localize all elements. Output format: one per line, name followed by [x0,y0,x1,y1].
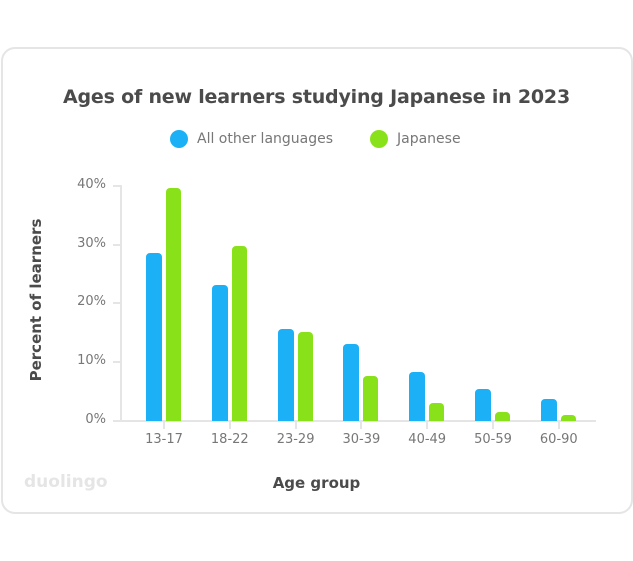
bar-other-languages-40-49 [409,371,426,421]
y-tick-mark [113,302,121,304]
y-tick-mark [113,185,121,187]
y-tick-label: 30% [77,236,106,251]
y-tick-mark [113,361,121,363]
bar-japanese-23-29 [297,332,313,421]
y-axis [120,185,122,422]
bar-other-languages-13-17 [146,252,162,421]
bar-japanese-50-59 [495,412,510,421]
chart-title: Ages of new learners studying Japanese i… [63,86,570,108]
x-tick-mark [492,420,494,429]
bar-japanese-60-90 [560,415,576,421]
duolingo-logo: duolingo [24,472,108,492]
legend-dot-icon [170,130,188,148]
x-tick-mark [163,420,165,429]
x-tick-label: 13-17 [145,432,183,447]
bar-japanese-30-39 [363,376,379,421]
x-tick-label: 40-49 [408,432,447,447]
bar-other-languages-23-29 [277,329,294,421]
chart-card [1,47,633,514]
bar-other-languages-50-59 [475,388,491,421]
bar-japanese-13-17 [166,187,181,421]
legend-label: Japanese [397,131,461,147]
x-tick-label: 30-39 [342,432,381,447]
x-tick-label: 18-22 [210,432,249,447]
y-tick-label: 10% [77,353,106,368]
x-axis-label: Age group [272,474,361,492]
x-axis [113,420,596,422]
bar-japanese-40-49 [429,403,445,421]
x-tick-mark [426,420,429,429]
y-tick-label: 20% [77,294,106,309]
legend-item-other-languages: All other languages [170,130,333,148]
legend: All other languages Japanese [0,130,633,152]
legend-item-japanese: Japanese [370,130,461,148]
y-tick-label: 0% [85,412,106,427]
x-tick-label: 23-29 [276,432,315,447]
legend-label: All other languages [197,131,334,147]
bar-other-languages-18-22 [211,284,228,421]
y-axis-label: Percent of learners [27,218,45,382]
x-tick-mark [360,420,363,429]
y-tick-label: 40% [77,177,106,192]
x-tick-label: 60-90 [539,432,578,447]
x-tick-mark [228,420,231,429]
bar-other-languages-60-90 [540,398,557,421]
y-tick-mark [113,244,121,246]
bar-japanese-18-22 [231,246,247,421]
legend-dot-icon [370,130,388,148]
x-tick-mark [294,420,297,429]
x-tick-label: 50-59 [474,432,512,447]
x-tick-mark [557,420,560,429]
bar-other-languages-30-39 [343,344,360,421]
